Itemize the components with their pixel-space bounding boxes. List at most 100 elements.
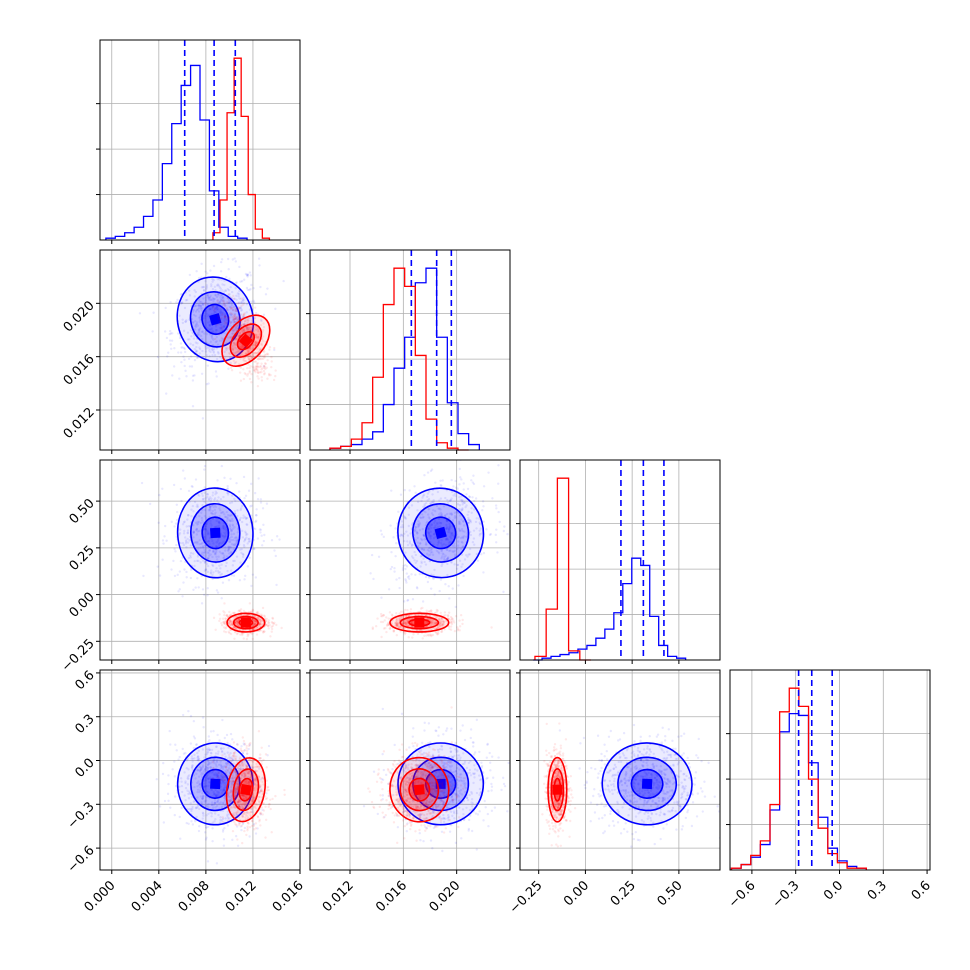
sample-point <box>253 623 256 626</box>
sample-point <box>248 537 251 541</box>
panel-background <box>730 670 930 870</box>
sample-point <box>443 556 446 559</box>
sample-point <box>245 302 249 306</box>
sample-point <box>152 311 155 314</box>
sample-point <box>192 321 195 324</box>
sample-point <box>439 522 442 525</box>
sample-point <box>228 277 231 281</box>
sample-point <box>215 375 218 378</box>
sample-point <box>250 356 254 360</box>
sample-point <box>405 581 408 584</box>
sample-point <box>257 365 260 369</box>
sample-point <box>193 289 196 292</box>
sample-point <box>168 729 171 733</box>
sample-point <box>250 356 254 360</box>
sample-point <box>482 551 486 555</box>
sample-point <box>254 328 258 331</box>
sample-point <box>203 535 206 539</box>
sample-point <box>497 464 500 467</box>
sample-point <box>237 318 240 321</box>
sample-point <box>245 286 249 290</box>
sample-point <box>224 346 228 350</box>
sample-point <box>245 273 249 277</box>
sample-point <box>199 304 202 307</box>
sample-point <box>266 377 269 380</box>
sample-point <box>242 299 245 302</box>
panel-frame <box>519 459 721 661</box>
sample-point <box>187 556 191 560</box>
sample-point <box>239 561 242 564</box>
sample-point <box>228 631 231 635</box>
sample-point <box>233 543 236 546</box>
sample-point <box>151 330 154 333</box>
sample-point <box>446 562 449 566</box>
sample-point <box>265 792 268 795</box>
sample-point <box>209 572 213 575</box>
sample-point <box>192 719 196 723</box>
sample-point <box>162 542 165 545</box>
sample-point <box>243 356 247 359</box>
sample-point <box>250 348 253 352</box>
sample-point <box>256 616 259 620</box>
sample-point <box>406 599 409 602</box>
sample-point <box>395 578 398 581</box>
sample-point <box>214 492 217 496</box>
sample-point <box>242 637 245 640</box>
sample-point <box>218 550 222 553</box>
sample-point <box>429 587 433 590</box>
sample-point <box>430 523 433 526</box>
sample-point <box>240 745 243 748</box>
sample-point <box>217 301 220 305</box>
sample-point <box>207 294 210 297</box>
sample-point <box>223 314 227 317</box>
sample-point <box>229 306 232 309</box>
sample-point <box>210 313 213 316</box>
sample-point <box>495 541 498 544</box>
sample-point <box>223 324 226 328</box>
sample-point <box>262 313 266 317</box>
sample-point <box>181 713 185 717</box>
sample-point <box>209 298 213 302</box>
sample-point <box>242 739 246 743</box>
sample-point <box>200 516 204 520</box>
sample-point <box>372 577 375 581</box>
sample-point <box>257 330 260 333</box>
sample-point <box>162 821 166 824</box>
sample-point <box>246 565 250 568</box>
sample-point <box>181 595 184 598</box>
sample-point <box>420 538 424 542</box>
sample-point <box>220 597 223 600</box>
sample-point <box>185 525 188 528</box>
sample-point <box>374 625 378 628</box>
sample-point <box>244 351 248 355</box>
sample-point <box>203 302 207 305</box>
sample-point <box>185 546 188 549</box>
sample-point <box>215 549 218 552</box>
sample-point <box>210 328 213 331</box>
sample-point <box>253 360 256 363</box>
sample-point <box>181 346 184 349</box>
sample-point <box>191 379 195 382</box>
sample-point <box>191 504 195 508</box>
sample-point <box>223 556 226 559</box>
sample-point <box>383 619 386 622</box>
sample-point <box>250 610 253 613</box>
sample-point <box>255 508 258 511</box>
sample-point <box>433 593 436 596</box>
sample-point <box>259 285 262 289</box>
sample-point <box>239 313 242 317</box>
sample-point <box>194 341 198 344</box>
sample-point <box>256 335 260 339</box>
sample-point <box>255 333 259 336</box>
sample-point <box>418 572 422 576</box>
sample-point <box>240 301 244 305</box>
sample-point <box>479 527 483 530</box>
sample-point <box>260 613 263 616</box>
sample-point <box>197 559 200 563</box>
sample-point <box>397 510 400 514</box>
sample-point <box>420 537 423 541</box>
sample-point <box>469 520 473 524</box>
sample-point <box>458 619 461 622</box>
sample-point <box>185 821 188 825</box>
sample-point <box>254 620 257 624</box>
